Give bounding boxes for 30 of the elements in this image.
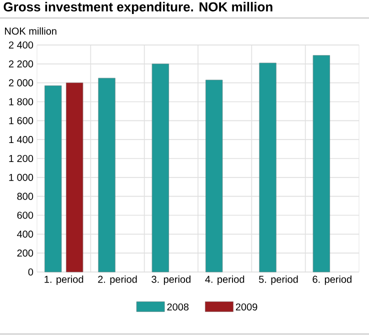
y-axis-title: NOK million [5,27,56,35]
chart-title: Gross investment expenditure. NOK million [4,2,272,14]
x-tick-label: 1. period [44,276,84,285]
bar [206,80,223,272]
y-tick-label: 2 400 [8,41,34,49]
y-tick-label: 600 [17,212,34,219]
x-tick-label: 6. period [312,276,352,285]
bar [66,82,84,272]
x-tick-label: 5. period [258,276,298,285]
y-tick-label: 2 200 [8,60,34,68]
y-tick-label: 800 [17,192,34,200]
y-tick-label: 0 [28,268,34,276]
bar [312,55,330,272]
x-tick-label: 4. period [205,276,244,285]
y-tick-label: 200 [17,250,34,257]
bar [259,62,276,272]
bar [98,78,116,272]
y-tick-label: 1 800 [9,98,34,106]
bar [44,85,62,272]
y-tick-label: 1 200 [9,154,34,162]
legend-label: 2008 [167,303,189,311]
y-tick-label: 1 000 [9,174,34,181]
x-tick-label: 3. period [152,276,190,285]
y-tick-label: 2 000 [8,79,34,86]
bar [152,64,170,272]
y-tick-label: 1 600 [9,117,34,124]
x-tick-label: 2. period [98,276,137,285]
y-tick-label: 1 400 [9,136,34,144]
legend-label: 2009 [236,303,258,311]
y-tick-label: 400 [17,230,34,238]
